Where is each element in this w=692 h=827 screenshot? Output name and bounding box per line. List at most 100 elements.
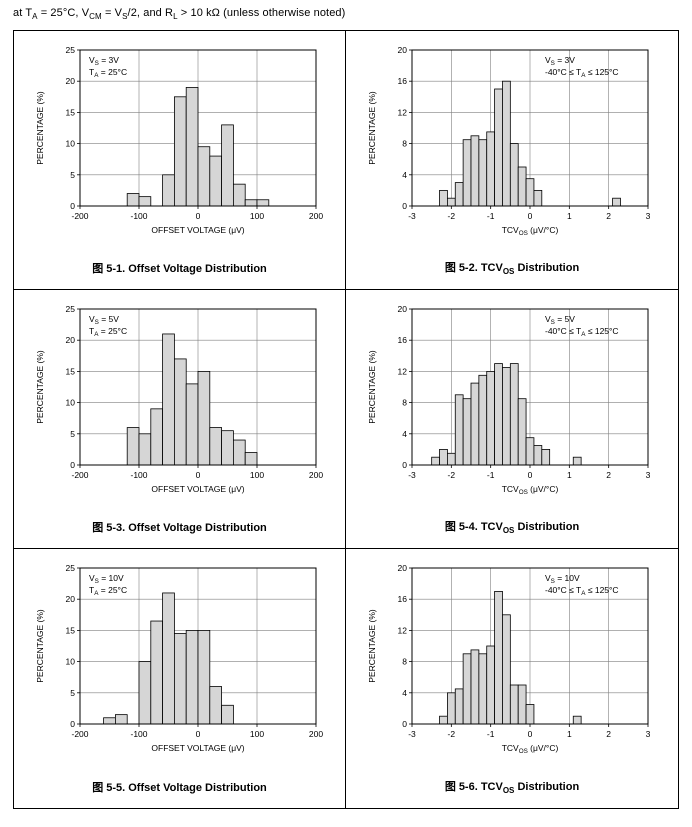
- svg-text:-200: -200: [71, 729, 88, 739]
- svg-text:-40°C ≤ TA ≤ 125°C: -40°C ≤ TA ≤ 125°C: [545, 67, 619, 79]
- svg-text:0: 0: [70, 719, 75, 729]
- svg-text:12: 12: [398, 626, 408, 636]
- svg-text:-40°C ≤ TA ≤ 125°C: -40°C ≤ TA ≤ 125°C: [545, 326, 619, 338]
- svg-text:TCVOS (μV/°C): TCVOS (μV/°C): [502, 225, 559, 237]
- svg-text:3: 3: [646, 470, 651, 480]
- svg-text:16: 16: [398, 594, 408, 604]
- svg-text:5: 5: [70, 688, 75, 698]
- figure-icon: 图: [92, 263, 104, 276]
- svg-text:VS = 10V: VS = 10V: [89, 573, 124, 585]
- svg-text:0: 0: [70, 460, 75, 470]
- figure-icon: 图: [92, 782, 104, 795]
- svg-text:200: 200: [308, 211, 322, 221]
- figure-caption-5-5: 图 5-5. Offset Voltage Distribution: [92, 779, 267, 795]
- svg-text:25: 25: [65, 563, 75, 573]
- svg-text:20: 20: [398, 45, 408, 55]
- figure-title: 5-3. Offset Voltage Distribution: [106, 522, 267, 535]
- svg-text:-1: -1: [487, 470, 495, 480]
- svg-text:-100: -100: [130, 729, 147, 739]
- figure-caption-5-3: 图 5-3. Offset Voltage Distribution: [92, 519, 267, 535]
- svg-text:PERCENTAGE (%): PERCENTAGE (%): [35, 91, 45, 165]
- figure-icon: 图: [444, 262, 456, 274]
- svg-text:VS = 5V: VS = 5V: [545, 314, 575, 326]
- svg-text:12: 12: [398, 108, 408, 118]
- svg-text:0: 0: [195, 211, 200, 221]
- svg-text:15: 15: [65, 108, 75, 118]
- svg-text:OFFSET VOLTAGE (μV): OFFSET VOLTAGE (μV): [151, 743, 244, 753]
- svg-text:100: 100: [249, 729, 263, 739]
- figure-title: 5-4. TCVOS Distribution: [458, 521, 580, 536]
- svg-text:-3: -3: [408, 211, 416, 221]
- histogram-offset-voltage-10v: -200 -100 0 100 200 0 5 10 15 20 25 OFFSET VOLTAGE …: [35, 563, 323, 753]
- svg-text:TA = 25°C: TA = 25°C: [89, 67, 127, 79]
- svg-text:10: 10: [65, 657, 75, 667]
- svg-text:100: 100: [249, 470, 263, 480]
- svg-text:4: 4: [402, 688, 407, 698]
- figure-icon: 图: [444, 781, 456, 793]
- svg-text:PERCENTAGE (%): PERCENTAGE (%): [367, 350, 377, 424]
- figure-caption-5-2: 图 5-2. TCVOS Distribution: [445, 259, 579, 276]
- svg-text:4: 4: [402, 429, 407, 439]
- svg-text:0: 0: [402, 201, 407, 211]
- svg-text:1: 1: [567, 470, 572, 480]
- svg-text:0: 0: [195, 729, 200, 739]
- figure-cell-5-6: -3 -2 -1 0 1 2 3 0 4 8 12 16 20 TCVOS (μV/°C) PERCENTA…: [346, 549, 678, 809]
- svg-text:10: 10: [65, 139, 75, 149]
- svg-text:3: 3: [646, 729, 651, 739]
- svg-text:20: 20: [398, 304, 408, 314]
- svg-text:3: 3: [646, 211, 651, 221]
- figure-caption-5-1: 图 5-1. Offset Voltage Distribution: [92, 260, 267, 276]
- svg-text:VS = 10V: VS = 10V: [545, 573, 580, 585]
- conditions-line: at TA = 25°C, VCM = VS/2, and RL > 10 kΩ…: [13, 7, 346, 22]
- svg-text:OFFSET VOLTAGE (μV): OFFSET VOLTAGE (μV): [151, 484, 244, 494]
- svg-text:4: 4: [402, 170, 407, 180]
- figure-icon: 图: [444, 521, 456, 533]
- svg-text:5: 5: [70, 170, 75, 180]
- svg-text:200: 200: [308, 470, 322, 480]
- svg-text:-1: -1: [487, 729, 495, 739]
- figure-title: 5-6. TCVOS Distribution: [458, 781, 580, 796]
- svg-text:-100: -100: [130, 470, 147, 480]
- figure-title: 5-2. TCVOS Distribution: [458, 262, 580, 277]
- svg-text:-2: -2: [448, 470, 456, 480]
- svg-text:PERCENTAGE (%): PERCENTAGE (%): [367, 91, 377, 165]
- figure-caption-5-4: 图 5-4. TCVOS Distribution: [445, 518, 579, 535]
- svg-text:25: 25: [65, 304, 75, 314]
- svg-text:16: 16: [398, 335, 408, 345]
- svg-text:0: 0: [528, 729, 533, 739]
- figure-cell-5-5: -200 -100 0 100 200 0 5 10 15 20 25 OFFSET VOLTAGE …: [14, 549, 346, 809]
- svg-text:-2: -2: [448, 729, 456, 739]
- svg-text:20: 20: [65, 76, 75, 86]
- histogram-offset-voltage-5v: -200 -100 0 100 200 0 5 10 15 20 25 OFFSET VOLTAGE …: [35, 304, 323, 494]
- svg-text:12: 12: [398, 367, 408, 377]
- svg-text:15: 15: [65, 367, 75, 377]
- svg-text:5: 5: [70, 429, 75, 439]
- svg-text:8: 8: [402, 139, 407, 149]
- svg-text:16: 16: [398, 76, 408, 86]
- svg-text:1: 1: [567, 211, 572, 221]
- svg-text:OFFSET VOLTAGE (μV): OFFSET VOLTAGE (μV): [151, 225, 244, 235]
- svg-text:15: 15: [65, 626, 75, 636]
- svg-text:VS = 3V: VS = 3V: [545, 55, 575, 67]
- svg-text:0: 0: [528, 211, 533, 221]
- svg-text:2: 2: [606, 470, 611, 480]
- svg-text:8: 8: [402, 657, 407, 667]
- figure-cell-5-1: -200 -100 0 100 200 0 5 10 15 20 25 OFFSET VOLTAGE …: [14, 31, 346, 291]
- svg-text:20: 20: [65, 594, 75, 604]
- svg-text:PERCENTAGE (%): PERCENTAGE (%): [35, 609, 45, 683]
- svg-text:20: 20: [398, 563, 408, 573]
- svg-text:-1: -1: [487, 211, 495, 221]
- svg-text:TA = 25°C: TA = 25°C: [89, 585, 127, 597]
- svg-text:20: 20: [65, 335, 75, 345]
- svg-text:2: 2: [606, 729, 611, 739]
- svg-text:1: 1: [567, 729, 572, 739]
- svg-text:100: 100: [249, 211, 263, 221]
- figure-title: 5-5. Offset Voltage Distribution: [106, 782, 267, 795]
- svg-text:0: 0: [528, 470, 533, 480]
- svg-text:0: 0: [402, 460, 407, 470]
- figure-grid: -200 -100 0 100 200 0 5 10 15 20 25 OFFSET VOLTAGE …: [13, 30, 679, 810]
- svg-text:TCVOS (μV/°C): TCVOS (μV/°C): [502, 743, 559, 755]
- figure-cell-5-4: -3 -2 -1 0 1 2 3 0 4 8 12 16 20 TCVOS (μV/°C) PERCENTA…: [346, 290, 678, 550]
